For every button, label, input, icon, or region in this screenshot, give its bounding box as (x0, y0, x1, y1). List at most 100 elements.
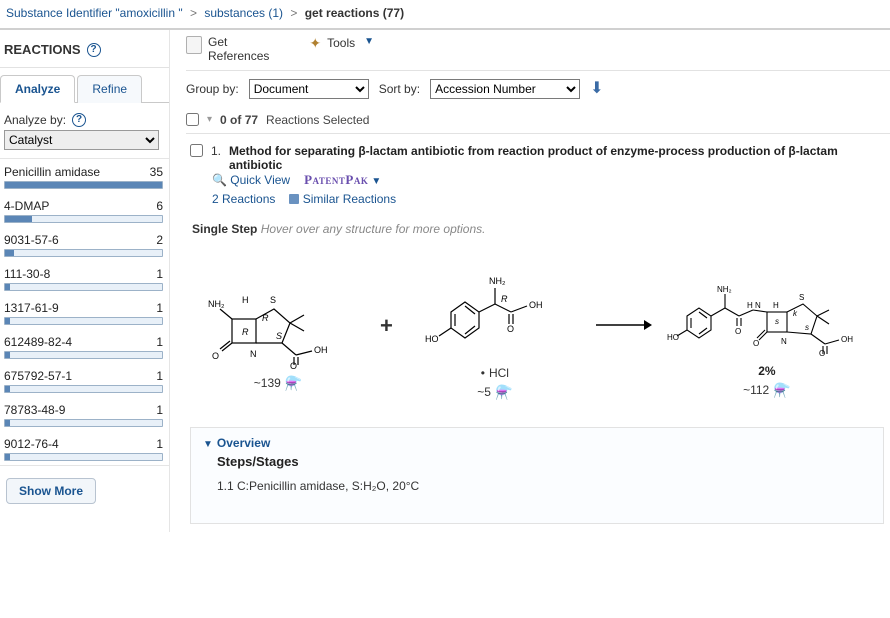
selection-label: Reactions Selected (266, 113, 369, 127)
facet-row[interactable]: 1317-61-91 (0, 295, 169, 315)
svg-text:R: R (262, 313, 269, 323)
svg-text:S: S (799, 293, 804, 302)
svg-text:NH₂: NH₂ (208, 299, 225, 309)
flask-icon[interactable]: ⚗️ (773, 382, 790, 399)
facet-count: 1 (156, 403, 163, 417)
reaction-arrow-icon (593, 317, 653, 336)
reactant2-count: ~5 (477, 385, 491, 399)
svg-text:O: O (819, 349, 825, 358)
filter-row: Group by: Document Sort by: Accession Nu… (186, 71, 890, 105)
facet-bar (0, 281, 169, 295)
toolbar: Get References ✦ Tools ▼ (186, 30, 890, 71)
svg-text:R: R (242, 327, 249, 337)
sort-direction-icon[interactable]: ⬇ (590, 81, 603, 97)
product[interactable]: HO NH₂ H N O O H S s k s O OH N (667, 254, 867, 399)
get-references-tool[interactable]: Get References (186, 36, 269, 64)
breadcrumb-substances[interactable]: substances (1) (204, 6, 283, 20)
facet-label: 9012-76-4 (4, 437, 59, 451)
caret-down-icon: ▼ (364, 36, 374, 47)
quick-view-link[interactable]: Quick View (230, 173, 290, 187)
caret-down-icon: ▼ (371, 176, 381, 187)
help-icon[interactable]: ? (87, 43, 101, 57)
breadcrumb-substance-id[interactable]: Substance Identifier "amoxicillin " (6, 6, 183, 20)
svg-text:NH₂: NH₂ (489, 276, 506, 286)
help-icon[interactable]: ? (72, 113, 86, 127)
svg-text:OH: OH (841, 335, 853, 344)
reaction-scheme: NH₂ H S R R S O O OH N ~139 (190, 242, 884, 407)
facet-label: 111-30-8 (4, 267, 50, 281)
dot: • (481, 366, 485, 380)
facet-bar (0, 213, 169, 227)
product-yield: 2% (758, 364, 775, 378)
svg-text:H: H (773, 301, 779, 310)
sort-by-label: Sort by: (379, 82, 420, 96)
facet-count: 35 (150, 165, 163, 179)
reactions-header: REACTIONS ? (0, 36, 169, 68)
select-caret-icon[interactable]: ▾ (207, 114, 212, 125)
single-step-label: Single Step (192, 222, 257, 236)
show-more-button[interactable]: Show More (6, 478, 96, 504)
facet-count: 2 (156, 233, 163, 247)
similar-reactions-link[interactable]: Similar Reactions (303, 192, 396, 206)
magnifier-icon: 🔍 (212, 173, 227, 187)
facet-row[interactable]: 9012-76-41 (0, 431, 169, 451)
svg-text:N: N (781, 337, 787, 346)
facet-bar (0, 451, 169, 465)
patentpak-link[interactable]: PatentPak▼ (304, 172, 382, 188)
triangle-down-icon: ▼ (203, 439, 213, 450)
svg-text:H N: H N (747, 301, 761, 310)
facet-count: 1 (156, 267, 163, 281)
analyze-by-select[interactable]: Catalyst (4, 130, 159, 150)
facet-row[interactable]: 9031-57-6 2 (0, 227, 169, 247)
facet-row[interactable]: 111-30-8 1 (0, 261, 169, 281)
result-checkbox[interactable] (190, 144, 203, 157)
facet-row[interactable]: 78783-48-9 1 (0, 397, 169, 417)
facet-row[interactable]: 675792-57-1 1 (0, 363, 169, 383)
svg-text:OH: OH (314, 345, 328, 355)
facet-row[interactable]: 612489-82-41 (0, 329, 169, 349)
facet-bar (0, 349, 169, 363)
group-by-select[interactable]: Document (249, 79, 369, 99)
result-index: 1. (211, 144, 221, 158)
sort-by-select[interactable]: Accession Number (430, 79, 580, 99)
svg-text:R: R (501, 294, 508, 304)
svg-text:H: H (242, 295, 249, 305)
svg-text:HO: HO (667, 333, 679, 342)
breadcrumb-sep: > (290, 6, 297, 20)
facet-label: 78783-48-9 (4, 403, 65, 417)
facet-count: 6 (156, 199, 163, 213)
tab-refine[interactable]: Refine (77, 75, 142, 103)
tools-dropdown[interactable]: ✦ Tools ▼ (309, 36, 374, 50)
doc-icon (186, 36, 202, 54)
svg-text:OH: OH (529, 300, 543, 310)
facet-label: Penicillin amidase (4, 165, 100, 179)
flask-icon[interactable]: ⚗️ (495, 384, 512, 401)
facet-count: 1 (156, 369, 163, 383)
facet-bar (0, 247, 169, 261)
svg-text:S: S (276, 331, 282, 341)
reactions-count-link[interactable]: 2 Reactions (212, 192, 275, 206)
reactant-1[interactable]: NH₂ H S R R S O O OH N ~139 (194, 261, 362, 392)
breadcrumb-current: get reactions (77) (305, 6, 404, 20)
overview-toggle[interactable]: ▼Overview (203, 436, 871, 450)
reactant2-salt: HCl (489, 366, 509, 380)
facet-bar (0, 315, 169, 329)
overview-panel: ▼Overview Steps/Stages 1.1 C:Penicillin … (190, 427, 884, 524)
facet-bar (0, 383, 169, 397)
facet-row[interactable]: 4-DMAP6 (0, 193, 169, 213)
reactant-2[interactable]: NH₂ R OH O HO • HCl ~5 ⚗️ (411, 252, 579, 401)
svg-text:N: N (250, 349, 257, 359)
svg-text:O: O (290, 361, 297, 371)
selection-row: ▾ 0 of 77 Reactions Selected (186, 105, 890, 134)
product-count: ~112 (743, 383, 769, 397)
facet-label: 675792-57-1 (4, 369, 72, 383)
hover-hint: Hover over any structure for more option… (261, 222, 486, 236)
facet-row[interactable]: Penicillin amidase 35 (0, 159, 169, 179)
tab-analyze[interactable]: Analyze (0, 75, 75, 103)
flask-icon[interactable]: ⚗️ (285, 375, 302, 392)
analyze-by-label: Analyze by: (4, 113, 66, 127)
facet-label: 9031-57-6 (4, 233, 59, 247)
select-all-checkbox[interactable] (186, 113, 199, 126)
facet-bar (0, 179, 169, 193)
structure-product: HO NH₂ H N O O H S s k s O OH N (667, 254, 867, 364)
